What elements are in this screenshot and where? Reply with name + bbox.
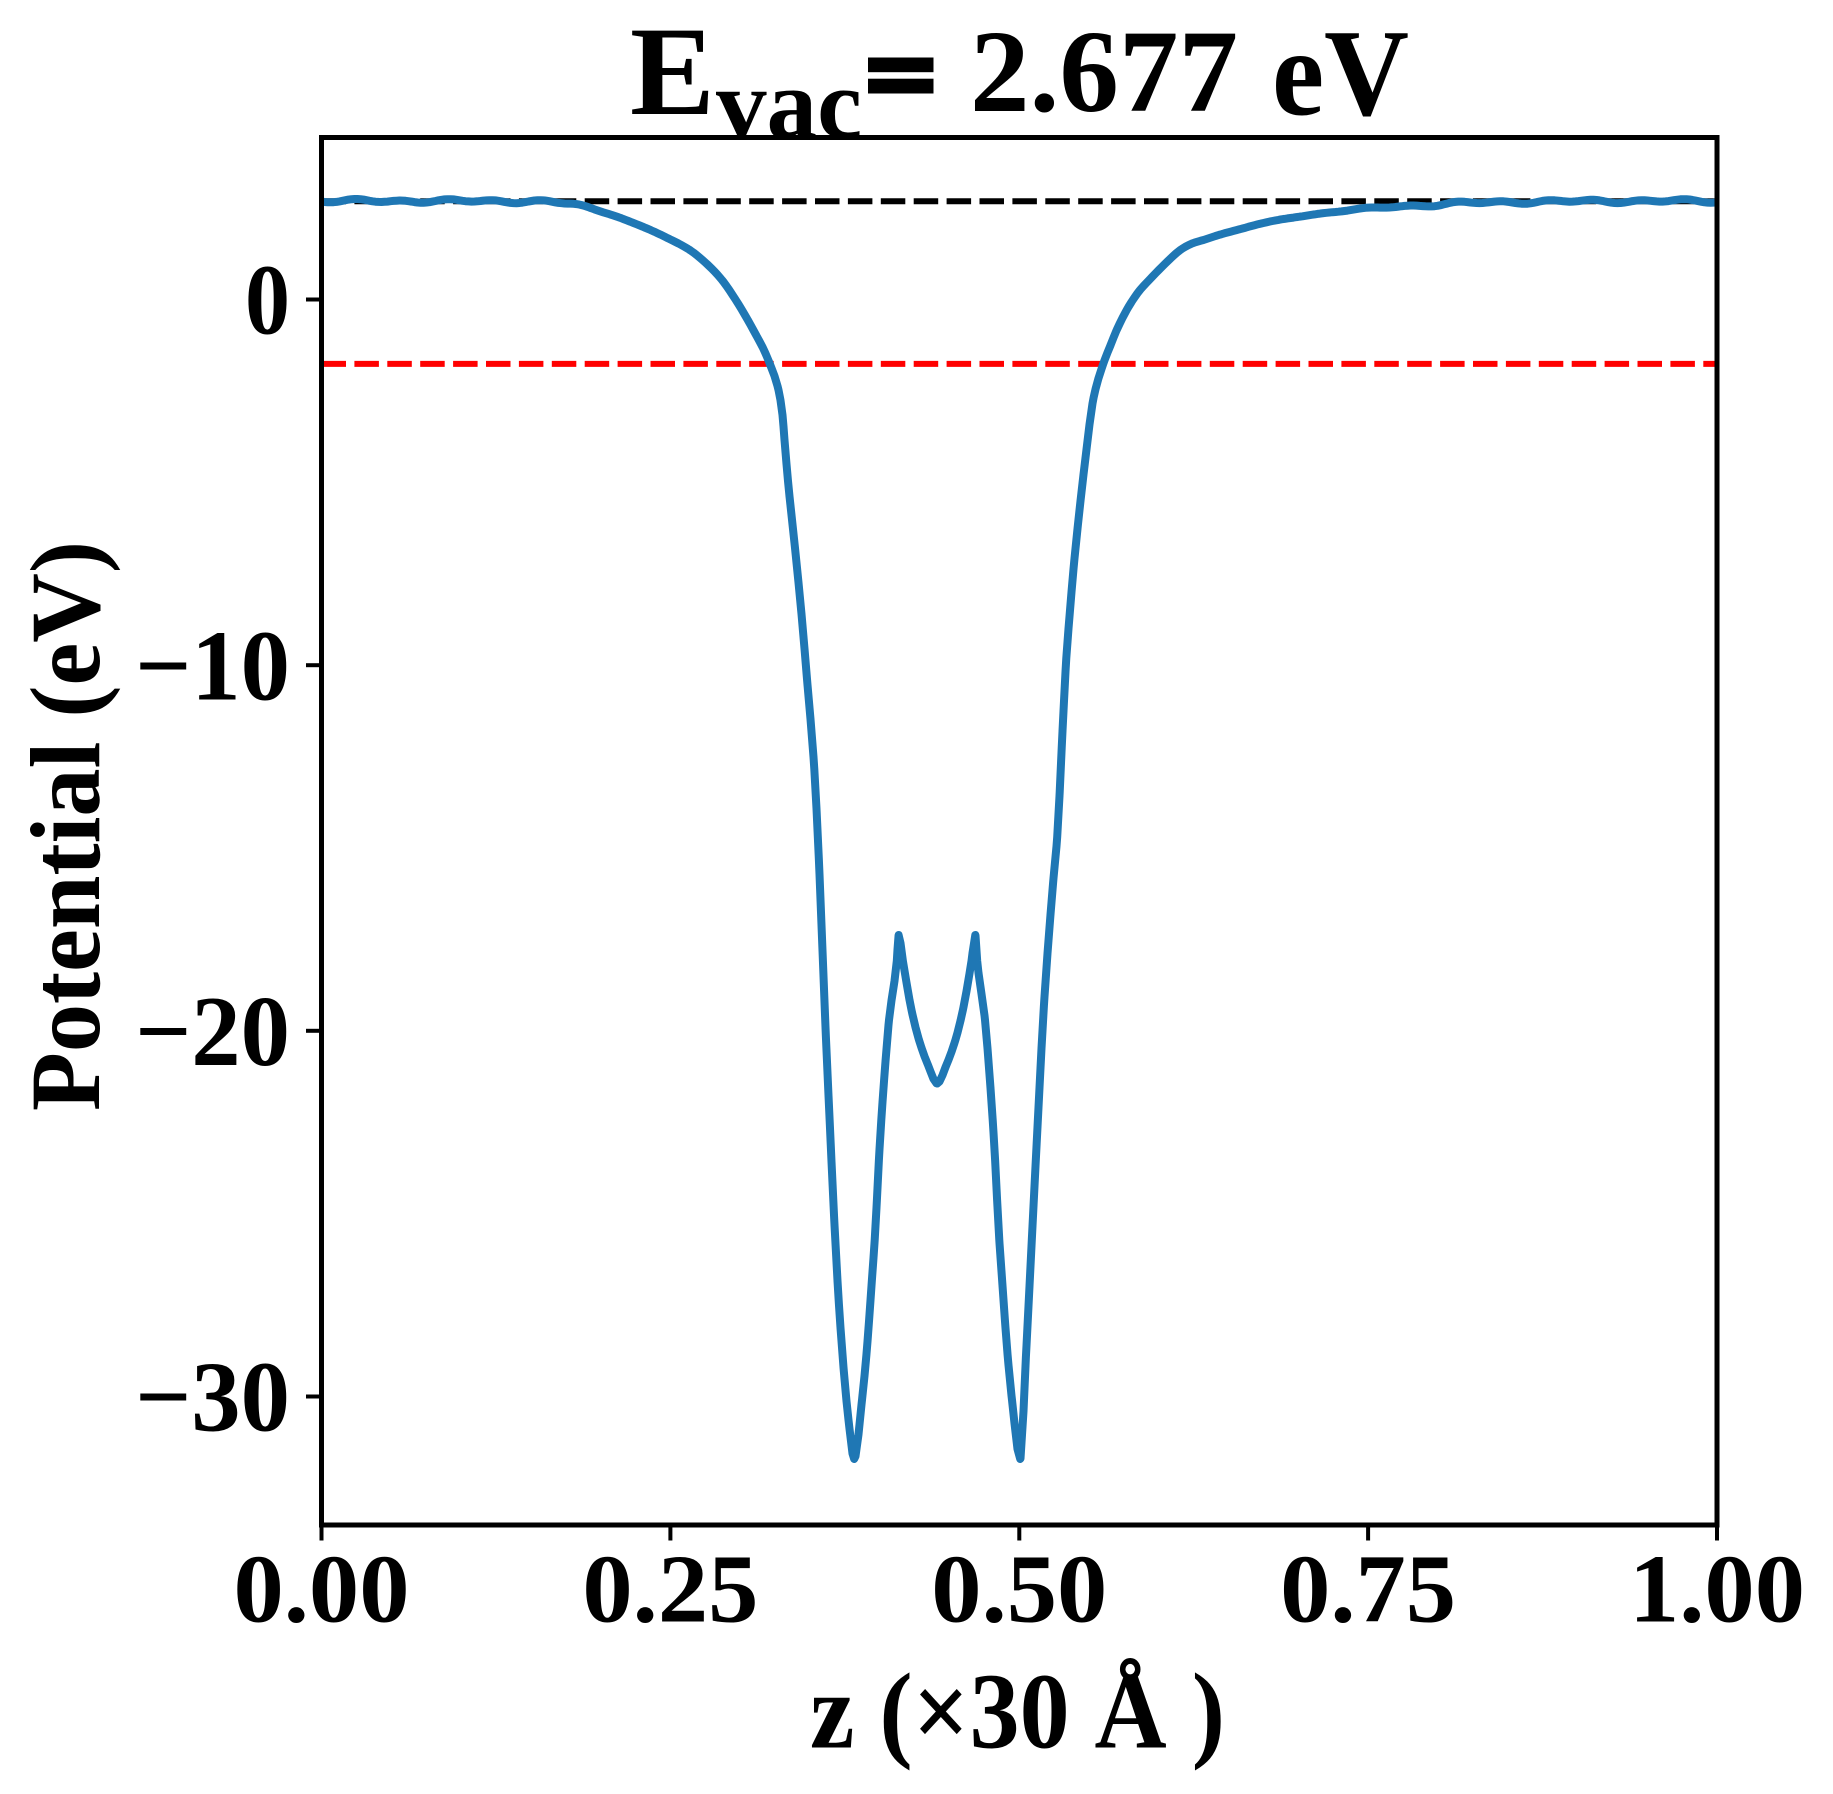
svg-text:2.677: 2.677	[970, 6, 1238, 137]
svg-text:1.00: 1.00	[1629, 1536, 1805, 1644]
svg-text:Potential (eV): Potential (eV)	[10, 541, 121, 1111]
svg-text:−20: −20	[135, 975, 290, 1087]
svg-text:E: E	[630, 2, 715, 142]
svg-text:0.50: 0.50	[931, 1536, 1107, 1644]
svg-text:0: 0	[245, 244, 290, 356]
svg-text:vac: vac	[716, 49, 862, 160]
svg-text:z (×30 Å ): z (×30 Å )	[810, 1653, 1225, 1772]
svg-text:eV: eV	[1272, 5, 1409, 142]
svg-text:0.25: 0.25	[582, 1536, 758, 1644]
svg-text:−30: −30	[135, 1341, 290, 1453]
svg-text:0.75: 0.75	[1280, 1536, 1456, 1644]
svg-text:−10: −10	[135, 610, 290, 722]
svg-text:0.00: 0.00	[234, 1536, 410, 1644]
